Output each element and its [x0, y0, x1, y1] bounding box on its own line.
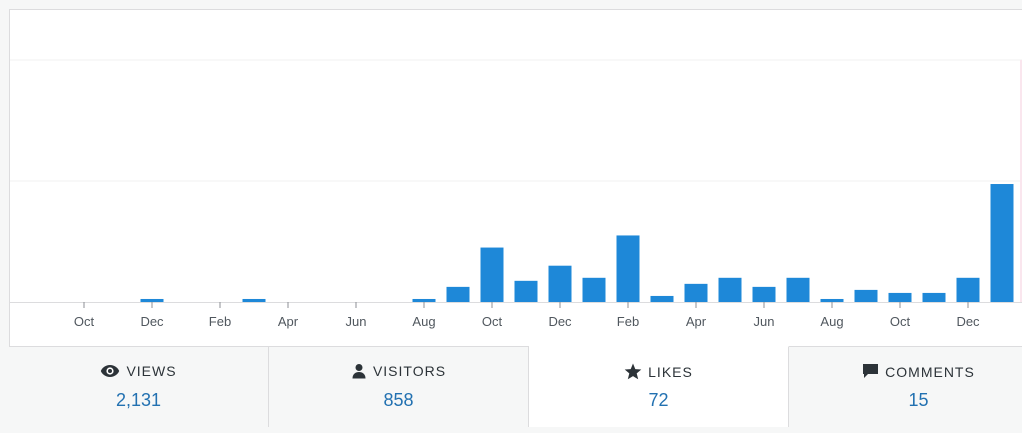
bar	[820, 298, 844, 302]
tab-views-label: VIEWS	[126, 363, 177, 379]
tab-visitors[interactable]: VISITORS 858	[269, 346, 529, 427]
tick-label: Feb	[209, 314, 231, 329]
star-icon	[624, 363, 642, 380]
comment-icon	[863, 364, 879, 378]
tick-label: Oct	[890, 314, 911, 329]
bar	[786, 277, 810, 302]
bar	[548, 265, 572, 302]
tab-likes-value: 72	[648, 390, 669, 410]
tab-comments-label: COMMENTS	[885, 363, 975, 380]
bar	[684, 283, 708, 302]
bar	[990, 184, 1014, 302]
bar	[412, 298, 436, 302]
tab-visitors-label: VISITORS	[372, 363, 447, 379]
tick-label: Apr	[686, 314, 707, 329]
tick-label: Apr	[278, 314, 299, 329]
tab-comments[interactable]: COMMENTS 15	[789, 346, 1022, 427]
tick-label: Jun	[754, 314, 775, 329]
bar	[616, 235, 640, 302]
bar	[956, 277, 980, 302]
eye-icon	[101, 365, 120, 377]
tab-visitors-value: 858	[383, 390, 414, 410]
tab-likes[interactable]: LIKES 72	[529, 346, 789, 427]
tick-label: Feb	[617, 314, 639, 329]
bar	[140, 298, 164, 302]
bar	[718, 277, 742, 302]
tick-label: Oct	[74, 314, 95, 329]
bar	[242, 298, 266, 302]
tick-label: Dec	[140, 314, 164, 329]
tab-views-value: 2,131	[115, 390, 162, 410]
bar	[582, 277, 606, 302]
bar	[888, 292, 912, 302]
bar	[650, 295, 674, 302]
tab-views[interactable]: VIEWS 2,131	[9, 346, 269, 427]
tick-label: Dec	[548, 314, 572, 329]
tick-label: Jun	[346, 314, 367, 329]
bar	[854, 289, 878, 302]
tab-likes-label: LIKES	[648, 363, 693, 380]
bar	[446, 286, 470, 302]
bar	[922, 292, 946, 302]
tick-label: Oct	[482, 314, 503, 329]
stats-tabs: VIEWS 2,131 VISITORS 858 LIKES 72 COMMEN…	[9, 346, 1022, 427]
tick-label: Aug	[412, 314, 435, 329]
person-icon	[352, 364, 366, 379]
tab-comments-value: 15	[908, 390, 929, 410]
tick-label: Aug	[820, 314, 843, 329]
bar	[752, 286, 776, 302]
tick-label: Dec	[956, 314, 980, 329]
bar-chart: Oct Dec Feb Apr Jun Aug Oct Dec Feb Apr Jun Aug Oct D…	[10, 59, 1022, 329]
bar	[480, 247, 504, 302]
highlight-band	[1020, 60, 1022, 302]
bar	[514, 280, 538, 302]
